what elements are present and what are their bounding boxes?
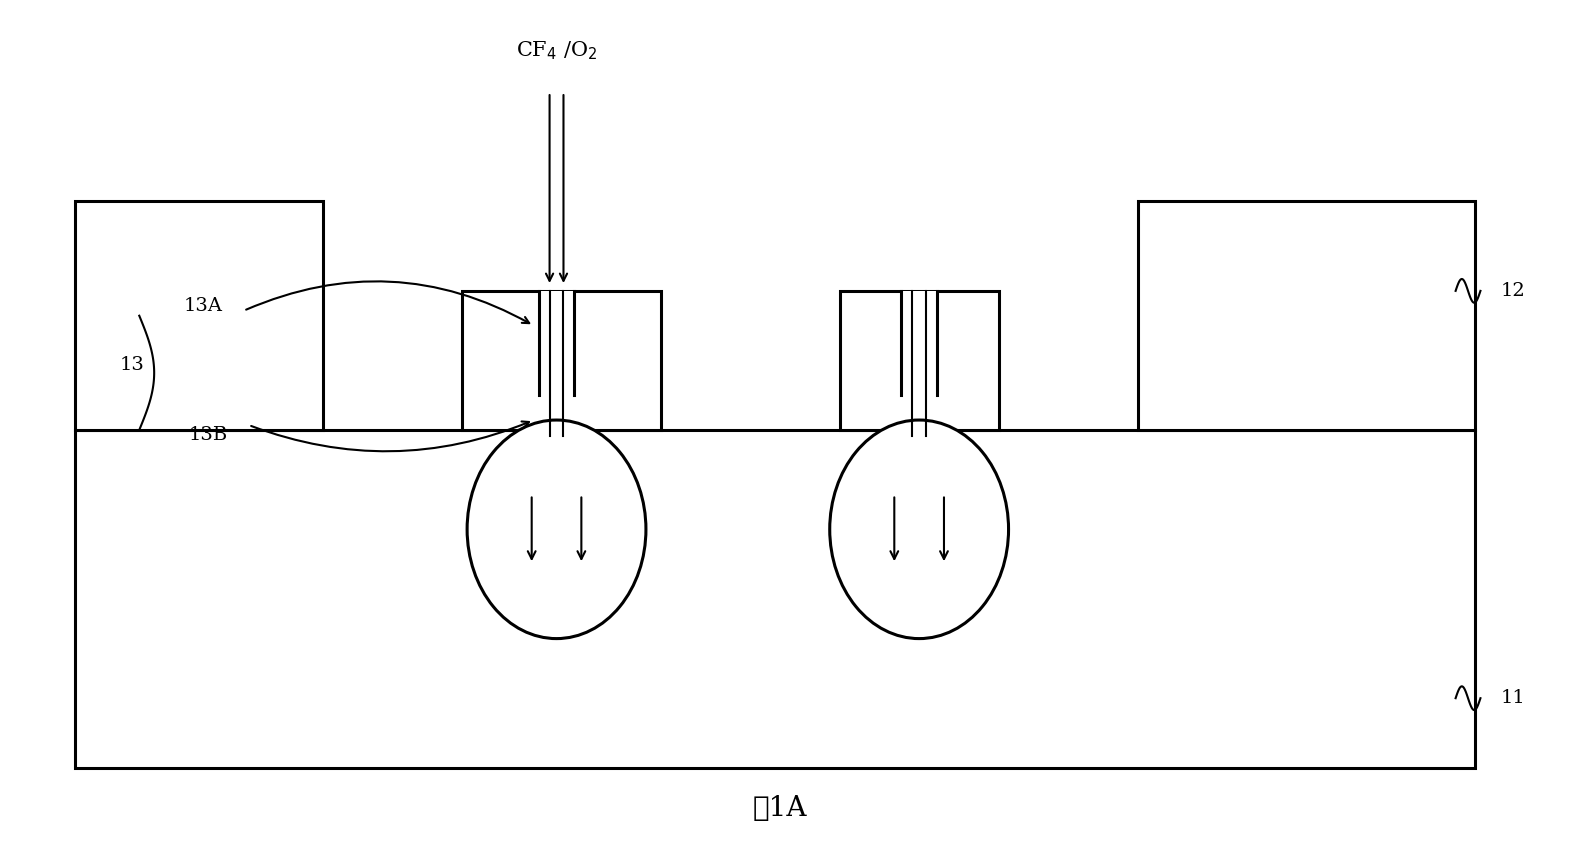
Ellipse shape	[830, 420, 1009, 638]
Text: 图1A: 图1A	[752, 796, 807, 823]
Bar	[1137, 201, 1476, 430]
Bar	[902, 291, 937, 395]
Bar	[462, 291, 661, 430]
Text: 13: 13	[120, 356, 144, 374]
Text: 13A: 13A	[185, 297, 222, 314]
Ellipse shape	[467, 420, 647, 638]
Bar	[539, 291, 574, 395]
Text: 11: 11	[1500, 689, 1525, 707]
Text: 12: 12	[1500, 282, 1525, 300]
Text: CF$_4$ /O$_2$: CF$_4$ /O$_2$	[516, 40, 598, 62]
Text: 13B: 13B	[189, 426, 229, 444]
Bar	[839, 291, 998, 430]
Bar	[74, 430, 1476, 768]
Bar	[74, 201, 323, 430]
